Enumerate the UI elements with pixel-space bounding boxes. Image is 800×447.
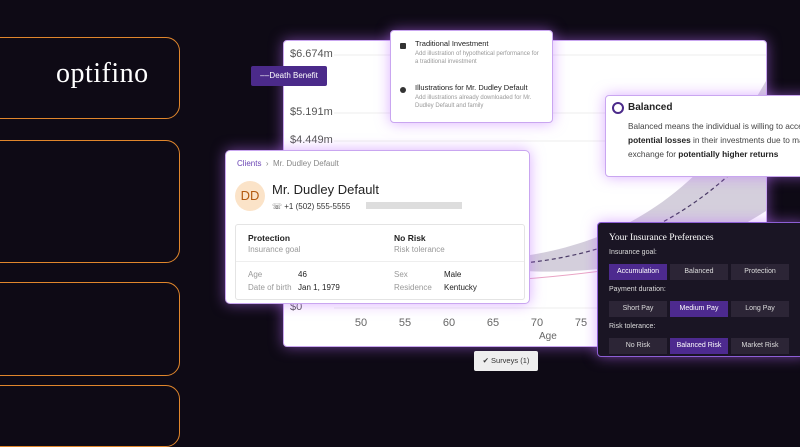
nav-box[interactable] — [0, 282, 180, 376]
detail-value: Jan 1, 1979 — [298, 283, 340, 292]
risk-label: Risk tolerance — [394, 245, 445, 254]
pref-title: Your Insurance Preferences — [609, 233, 714, 243]
client-name: Mr. Dudley Default — [272, 182, 379, 197]
y-label: $5.191m — [290, 106, 333, 118]
crumb: Mr. Dudley Default — [273, 159, 339, 168]
x-label: 75 — [574, 317, 588, 329]
group-label: Insurance goal: — [609, 249, 657, 256]
detail-value: Kentucky — [444, 283, 477, 292]
nav-box[interactable] — [0, 140, 180, 263]
option-button[interactable]: Market Risk — [731, 338, 789, 354]
phone: ☏ +1 (502) 555-5555 — [272, 202, 351, 211]
y-label: $0 — [290, 301, 303, 313]
detail-label: Date of birth — [248, 283, 292, 292]
text-run: certain level of potential losses — [628, 135, 691, 145]
risk: No Risk — [394, 233, 426, 243]
x-label: 55 — [398, 317, 412, 329]
preferences: Your Insurance Preferences Insurance goa… — [597, 222, 800, 357]
card-text: Balanced means the individual is willing… — [628, 119, 800, 161]
group-label: Payment duration: — [609, 286, 666, 293]
client-card: Clients › Mr. Dudley Default DD Mr. Dudl… — [225, 150, 530, 304]
menu-title: Illustrations for Mr. Dudley Default — [415, 83, 528, 92]
nav-box[interactable] — [0, 385, 180, 447]
group-label: Risk tolerance: — [609, 323, 656, 330]
page: optifino $6.674m $5.191m $4.449m $0 50 55 60 6… — [0, 30, 800, 447]
button-row: No Risk Balanced Risk Market Risk — [609, 334, 800, 354]
goal-label: Insurance goal — [248, 245, 301, 254]
goal: Protection — [248, 233, 291, 243]
logo: optifino — [56, 58, 149, 89]
menu-item[interactable]: Illustrations for Mr. Dudley Default Add … — [391, 83, 554, 110]
x-label: 65 — [486, 317, 500, 329]
x-label: 50 — [354, 317, 368, 329]
info-box: Protection Insurance goal No Risk Risk t… — [235, 224, 525, 300]
legend-label: Death Benefit — [269, 71, 318, 80]
phone-number: +1 (502) 555-5555 — [284, 202, 351, 211]
crumb[interactable]: Clients — [237, 159, 262, 168]
menu: Traditional Investment Add illustration o… — [390, 30, 553, 123]
nav-box[interactable] — [0, 37, 180, 119]
option-button[interactable]: Short Pay — [609, 301, 667, 317]
surveys-label: Surveys (1) — [491, 356, 530, 365]
option-button[interactable]: Balanced — [670, 264, 728, 280]
avatar: DD — [235, 181, 265, 211]
menu-text: Add illustrations already downloaded for… — [415, 95, 532, 110]
x-label: 70 — [530, 317, 544, 329]
detail-value: Male — [444, 270, 462, 279]
legend-tag[interactable]: – – Death Benefit — [251, 66, 327, 86]
icon — [400, 87, 406, 93]
breadcrumb: Clients › Mr. Dudley Default — [237, 159, 339, 168]
menu-text: Add illustration of hypothetical perform… — [415, 51, 539, 66]
balanced-card: Balanced Balanced means the individual i… — [605, 95, 800, 177]
button-row: Short Pay Medium Pay Long Pay — [609, 297, 800, 317]
radio[interactable] — [612, 102, 624, 114]
option-button[interactable]: Medium Pay — [670, 301, 728, 317]
text-run: potentially higher returns — [678, 149, 779, 159]
surveys-button[interactable]: ✔ Surveys (1) — [474, 351, 538, 371]
email-redacted — [366, 202, 462, 209]
pref-groups: Insurance goal: Accumulation Balanced Prote… — [609, 249, 800, 354]
detail-value: 46 — [298, 270, 307, 279]
menu-title: Traditional Investment — [415, 39, 489, 48]
icon — [400, 43, 406, 49]
detail-label: Sex — [394, 270, 408, 279]
option-button[interactable]: Protection — [731, 264, 789, 280]
text-run: in their investments due to market fluct… — [628, 135, 800, 159]
y-label: $6.674m — [290, 48, 333, 60]
y-label: $4.449m — [290, 134, 333, 146]
button-row: Accumulation Balanced Protection — [609, 260, 800, 280]
text-run: Balanced means the individual is willing… — [628, 121, 800, 131]
option-button[interactable]: Accumulation — [609, 264, 667, 280]
x-label: 60 — [442, 317, 456, 329]
option-button[interactable]: Balanced Risk — [670, 338, 728, 354]
card-title: Balanced — [628, 102, 673, 113]
option-button[interactable]: Long Pay — [731, 301, 789, 317]
menu-item[interactable]: Traditional Investment Add illustration o… — [391, 39, 554, 66]
detail-label: Residence — [394, 283, 432, 292]
option-button[interactable]: No Risk — [609, 338, 667, 354]
detail-label: Age — [248, 270, 263, 279]
x-title: Age — [539, 331, 557, 342]
